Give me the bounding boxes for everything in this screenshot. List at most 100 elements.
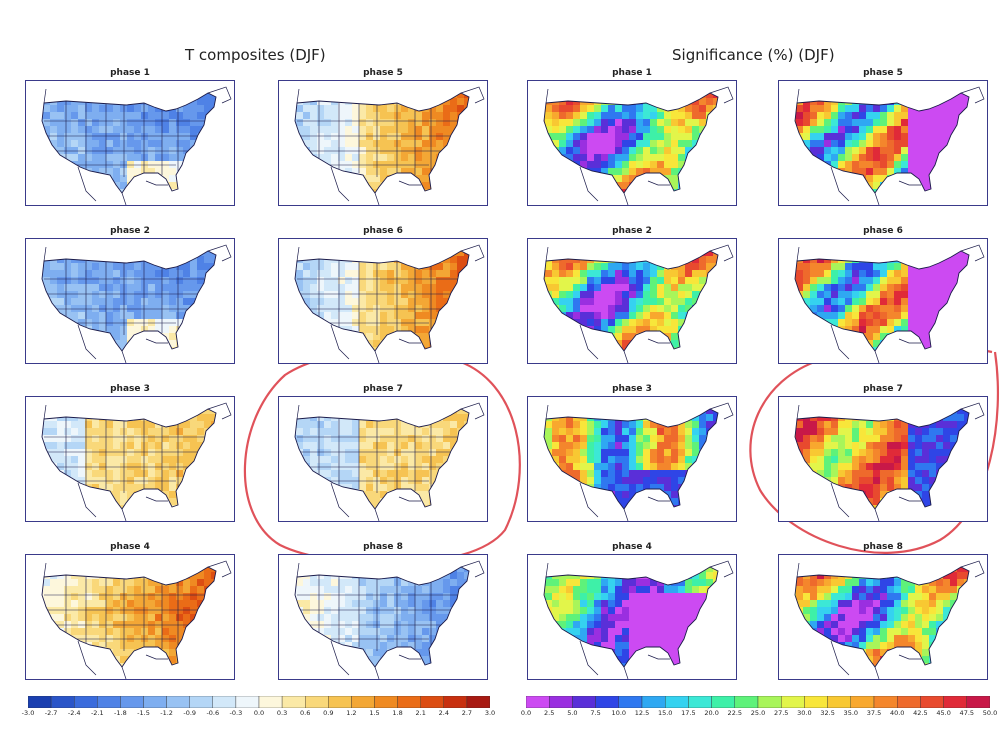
field-cell <box>71 600 79 608</box>
field-cell <box>671 270 679 278</box>
field-cell <box>183 105 191 113</box>
field-cell <box>359 428 367 436</box>
field-cell <box>71 656 79 664</box>
field-cell <box>331 119 339 127</box>
field-cell <box>50 112 58 120</box>
field-cell <box>78 456 86 464</box>
field-cell <box>929 93 937 99</box>
field-cell <box>42 649 44 657</box>
field-cell <box>401 154 409 162</box>
field-cell <box>608 189 616 193</box>
field-cell <box>310 175 318 183</box>
field-cell <box>169 168 177 176</box>
field-cell <box>295 263 297 271</box>
field-cell <box>296 326 304 334</box>
field-cell <box>387 600 395 608</box>
coastline <box>41 566 217 668</box>
field-cell <box>197 435 205 443</box>
field-cell <box>422 449 430 457</box>
field-cell <box>310 112 318 120</box>
field-cell <box>106 512 114 520</box>
field-cell <box>566 312 574 320</box>
field-cell <box>678 93 686 99</box>
t-field-layer <box>42 93 233 204</box>
field-cell <box>636 147 644 155</box>
field-cell <box>148 512 156 520</box>
field-cell <box>183 133 191 141</box>
field-cell <box>134 196 142 204</box>
field-cell <box>127 189 135 193</box>
field-cell <box>106 470 114 478</box>
field-cell <box>352 298 360 306</box>
field-cell <box>197 635 205 643</box>
field-cell <box>64 498 72 506</box>
field-cell <box>359 251 367 257</box>
field-cell <box>366 484 374 492</box>
field-cell <box>950 119 958 127</box>
field-cell <box>401 470 409 478</box>
field-cell <box>78 579 86 587</box>
field-cell <box>296 161 304 169</box>
field-cell <box>134 291 142 299</box>
field-cell <box>795 93 797 99</box>
field-cell <box>310 284 318 292</box>
colorbar-tick-label: 12.5 <box>634 709 650 717</box>
field-cell <box>127 182 135 190</box>
field-cell <box>169 642 177 650</box>
field-cell <box>685 105 693 113</box>
field-cell <box>366 600 374 608</box>
field-cell <box>338 333 346 341</box>
field-cell <box>155 93 163 99</box>
field-cell <box>64 263 72 271</box>
field-cell <box>436 505 444 509</box>
field-cell <box>831 126 839 134</box>
field-cell <box>964 112 969 120</box>
field-cell <box>401 409 409 415</box>
field-cell <box>587 196 595 204</box>
field-cell <box>310 428 318 436</box>
field-cell <box>162 572 170 580</box>
field-cell <box>303 251 311 257</box>
field-cell <box>964 189 969 193</box>
field-cell <box>211 291 216 299</box>
field-cell <box>169 354 177 362</box>
field-cell <box>422 670 430 678</box>
field-cell <box>601 93 609 99</box>
field-cell <box>415 435 423 443</box>
field-cell <box>408 256 416 264</box>
field-cell <box>218 112 226 120</box>
field-cell <box>436 284 444 292</box>
field-cell <box>57 354 65 362</box>
field-cell <box>106 484 114 492</box>
field-cell <box>629 105 637 113</box>
field-cell <box>692 251 700 257</box>
field-cell <box>559 182 567 190</box>
field-cell <box>85 154 93 162</box>
field-cell <box>436 112 444 120</box>
field-cell <box>225 154 233 162</box>
field-cell <box>289 512 297 520</box>
colorbar-tick-label: -0.6 <box>206 709 220 717</box>
field-cell <box>50 263 58 271</box>
field-cell <box>127 642 135 650</box>
field-cell <box>211 428 216 436</box>
field-cell <box>64 354 72 362</box>
field-cell <box>671 182 679 190</box>
field-cell <box>57 347 65 351</box>
field-cell <box>345 572 353 580</box>
field-cell <box>380 354 388 362</box>
field-cell <box>601 147 609 155</box>
field-cell <box>464 182 469 190</box>
field-cell <box>42 663 44 667</box>
t-panel-title: phase 6 <box>363 226 403 236</box>
field-cell <box>190 614 198 622</box>
field-cell <box>671 196 679 204</box>
field-cell <box>408 628 416 636</box>
field-cell <box>352 442 360 450</box>
field-cell <box>943 154 951 162</box>
field-cell <box>422 133 430 141</box>
field-cell <box>155 312 163 320</box>
field-cell <box>566 251 574 257</box>
field-cell <box>324 347 332 351</box>
field-cell <box>422 586 430 594</box>
